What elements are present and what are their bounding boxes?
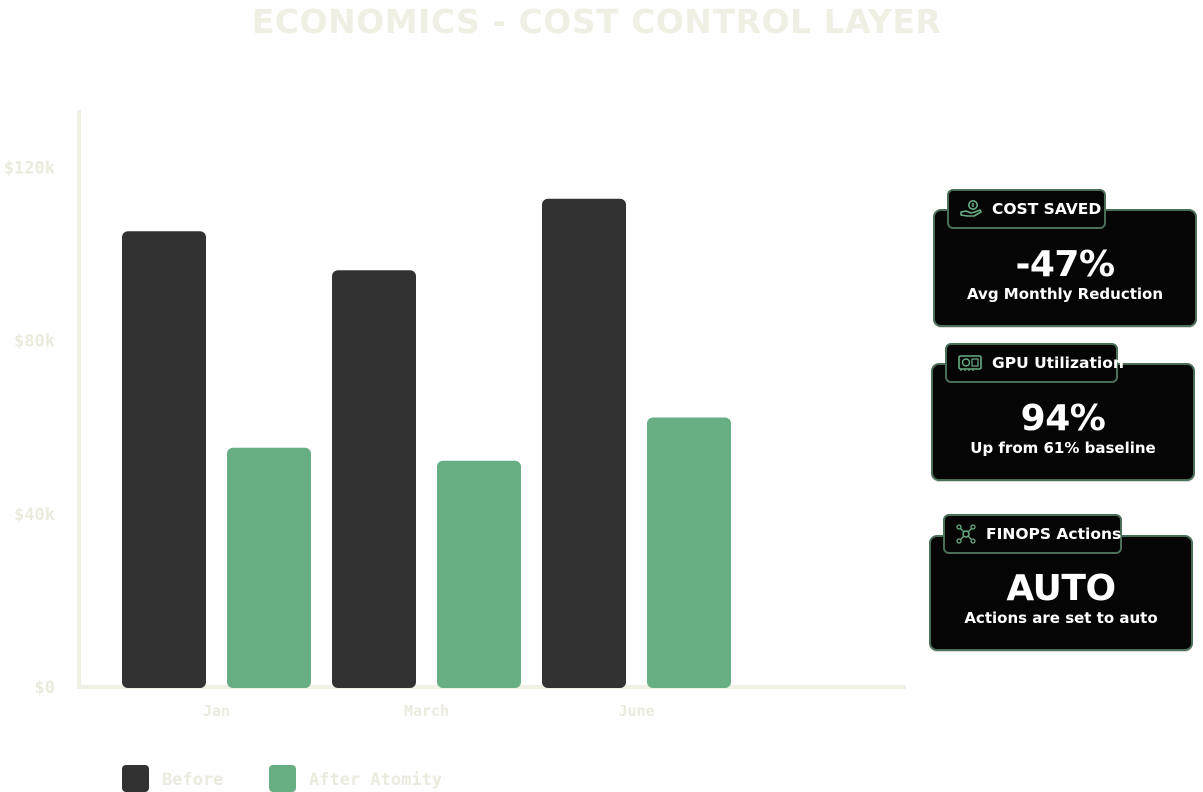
bar-before-june bbox=[542, 198, 626, 688]
x-tick-label: Jan bbox=[203, 702, 230, 720]
chart-legend: Before After Atomity bbox=[122, 765, 442, 792]
legend-label: After Atomity bbox=[309, 770, 442, 790]
legend-label: Before bbox=[162, 770, 223, 790]
legend-swatch bbox=[122, 765, 149, 792]
gpu-card-icon bbox=[958, 355, 982, 371]
x-tick-label: March bbox=[404, 702, 449, 720]
money-hand-icon bbox=[960, 200, 982, 217]
cost-saved-subtitle: Avg Monthly Reduction bbox=[966, 285, 1164, 303]
bar-before-march bbox=[332, 270, 416, 688]
x-axis-categories: Jan March June bbox=[203, 702, 655, 720]
bar-after-march bbox=[437, 460, 521, 688]
y-tick-label: $40k bbox=[14, 505, 55, 525]
finops-actions-tab: FINOPS Actions bbox=[943, 514, 1122, 554]
finops-actions-value: AUTO bbox=[1006, 568, 1116, 609]
finops-actions-label: FINOPS Actions bbox=[986, 525, 1122, 543]
gpu-utilization-value: 94% bbox=[1020, 398, 1106, 439]
cost-saved-tab: COST SAVED bbox=[947, 189, 1106, 229]
chart-title: ECONOMICS - COST CONTROL LAYER bbox=[251, 2, 942, 41]
y-axis-ticks: $0 $40k $80k $120k bbox=[4, 158, 55, 698]
cost-saved-label: COST SAVED bbox=[992, 200, 1102, 218]
bar-after-jan bbox=[227, 447, 311, 688]
x-tick-label: June bbox=[618, 702, 654, 720]
chart-bars bbox=[122, 198, 731, 688]
y-tick-label: $80k bbox=[14, 332, 55, 352]
automation-network-icon bbox=[956, 524, 976, 544]
bar-before-jan bbox=[122, 231, 206, 688]
finops-actions-subtitle: Actions are set to auto bbox=[964, 609, 1158, 627]
gpu-utilization-subtitle: Up from 61% baseline bbox=[970, 439, 1156, 457]
gpu-utilization-tab: GPU Utilization bbox=[945, 343, 1124, 383]
gpu-utilization-label: GPU Utilization bbox=[992, 354, 1124, 372]
legend-swatch bbox=[269, 765, 296, 792]
bar-chart: $0 $40k $80k $120k Jan March June Before After… bbox=[4, 110, 906, 792]
bar-after-june bbox=[647, 417, 731, 688]
y-tick-label: $120k bbox=[4, 158, 55, 178]
y-tick-label: $0 bbox=[35, 678, 55, 698]
cost-saved-value: -47% bbox=[1015, 244, 1115, 285]
